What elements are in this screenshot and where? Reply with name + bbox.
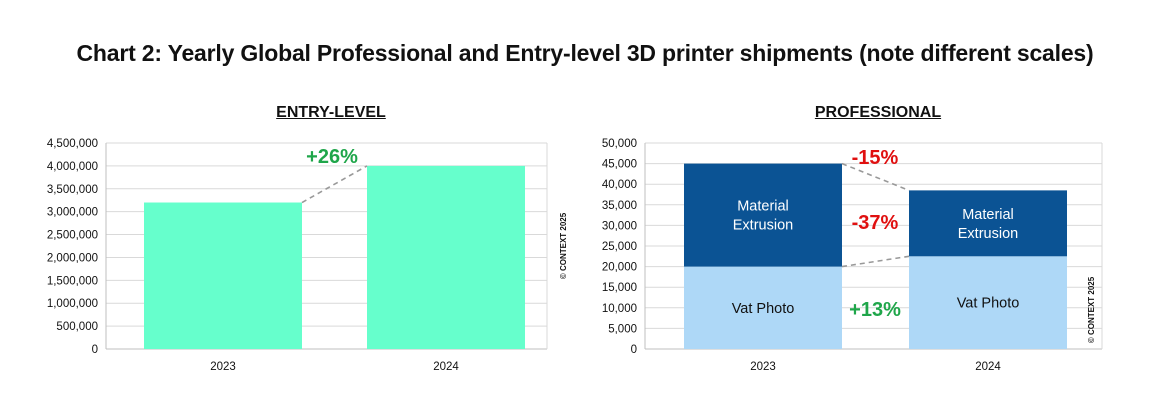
entry-change-annotation: +26% xyxy=(306,146,358,168)
entry-copyright: © CONTEXT 2025 xyxy=(559,212,568,279)
pro-ytick-label: 30,000 xyxy=(602,220,637,232)
entry-bar-2023 xyxy=(144,202,302,349)
pro-copyright: © CONTEXT 2025 xyxy=(1087,276,1096,343)
pro-bar-vat-photo-2023 xyxy=(684,266,842,349)
pro-ytick-label: 40,000 xyxy=(602,179,637,191)
entry-ytick-label: 500,000 xyxy=(56,321,98,333)
pro-segment-label: Vat Photo xyxy=(732,301,795,317)
entry-ytick-label: 4,000,000 xyxy=(47,161,98,173)
professional-panel-title: PROFESSIONAL xyxy=(814,104,942,121)
entry-ytick-label: 2,500,000 xyxy=(47,230,98,242)
pro-segment-label: Extrusion xyxy=(733,218,793,234)
pro-segment-label: Material xyxy=(737,199,789,215)
pro-bar-vat-photo-2024 xyxy=(909,256,1067,349)
pro-bar-material-extrusion-2023 xyxy=(684,163,842,267)
entry-ytick-label: 1,000,000 xyxy=(47,298,98,310)
entry-ytick-label: 3,500,000 xyxy=(47,184,98,196)
pro-total-connector xyxy=(841,162,910,192)
entry-ytick-label: 4,500,000 xyxy=(47,138,98,150)
pro-xtick-label: 2023 xyxy=(750,361,776,373)
entry-ytick-label: 2,000,000 xyxy=(47,252,98,264)
pro-bar-material-extrusion-2024 xyxy=(909,190,1067,257)
pro-ytick-label: 25,000 xyxy=(602,241,637,253)
pro-ytick-label: 5,000 xyxy=(608,323,637,335)
pro-vat-connector xyxy=(841,255,910,268)
pro-change-annotation: -15% xyxy=(852,147,899,169)
entry-change-connector xyxy=(301,165,368,204)
pro-segment-label: Material xyxy=(962,207,1014,223)
entry-ytick-label: 0 xyxy=(92,344,98,356)
pro-ytick-label: 35,000 xyxy=(602,200,637,212)
chart-main-title: Chart 2: Yearly Global Professional and … xyxy=(76,40,1094,66)
entry-xtick-label: 2023 xyxy=(210,361,236,373)
pro-change-annotation: -37% xyxy=(852,212,899,234)
pro-ytick-label: 45,000 xyxy=(602,159,637,171)
entry-xtick-label: 2024 xyxy=(433,361,459,373)
pro-ytick-label: 0 xyxy=(631,344,637,356)
pro-ytick-label: 10,000 xyxy=(602,303,637,315)
pro-segment-label: Extrusion xyxy=(958,226,1018,242)
pro-change-annotation: +13% xyxy=(849,299,901,321)
pro-ytick-label: 20,000 xyxy=(602,262,637,274)
pro-ytick-label: 15,000 xyxy=(602,282,637,294)
entry-level-panel-title: ENTRY-LEVEL xyxy=(276,104,386,121)
pro-ytick-label: 50,000 xyxy=(602,138,637,150)
pro-xtick-label: 2024 xyxy=(975,361,1001,373)
entry-bar-2024 xyxy=(367,165,525,349)
pro-segment-label: Vat Photo xyxy=(957,296,1020,312)
entry-ytick-label: 1,500,000 xyxy=(47,275,98,287)
entry-ytick-label: 3,000,000 xyxy=(47,207,98,219)
